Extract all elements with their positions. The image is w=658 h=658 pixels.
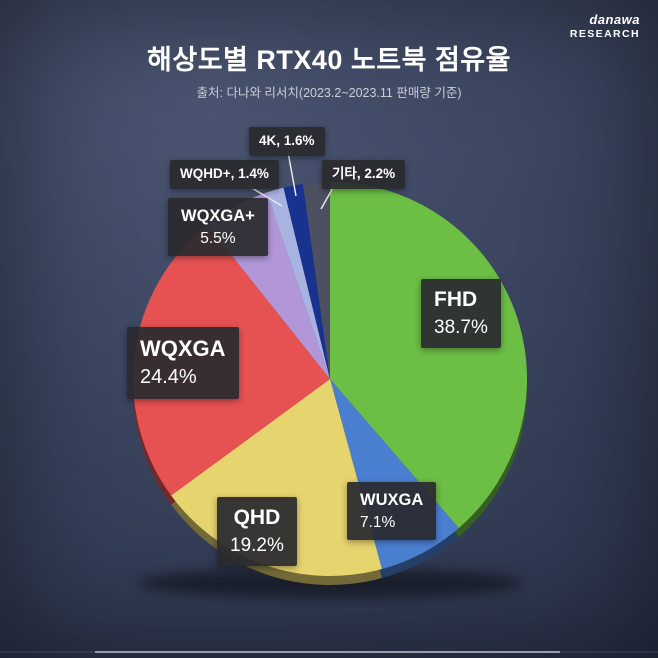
chart-source-note: 출처: 다나와 리서치(2023.2~2023.11 판매량 기준) bbox=[196, 86, 462, 100]
bottom-progress-line bbox=[95, 651, 560, 653]
label-qhd-name: QHD bbox=[233, 506, 281, 529]
pie-slice-wqhd-plus bbox=[266, 187, 330, 379]
label-wqxga-value: 24.4% bbox=[140, 366, 197, 389]
danawa-research-logo: danawa RESEARCH bbox=[569, 12, 640, 40]
callout-etc: 기타, 2.2% bbox=[322, 160, 406, 189]
logo-brand-text: danawa bbox=[589, 12, 640, 27]
label-qhd-value: 19.2% bbox=[230, 534, 284, 556]
label-wuxga: WUXGA 7.1% bbox=[347, 482, 437, 541]
label-wqxga: WQXGA 24.4% bbox=[127, 327, 239, 399]
pie-slice-fhd bbox=[330, 182, 527, 529]
label-wuxga-name: WUXGA bbox=[360, 491, 424, 509]
label-fhd-value: 38.7% bbox=[434, 316, 488, 338]
label-wqxga-plus-name: WQXGA+ bbox=[181, 207, 255, 225]
pie-slice-etc bbox=[302, 182, 330, 379]
label-qhd: QHD 19.2% bbox=[217, 497, 297, 567]
label-fhd-name: FHD bbox=[434, 288, 478, 311]
label-wqxga-name: WQXGA bbox=[140, 336, 226, 361]
chart-title: 해상도별 RTX40 노트북 점유율 bbox=[147, 45, 511, 75]
label-wqxga-plus: WQXGA+ 5.5% bbox=[168, 198, 268, 257]
leader-line-4k bbox=[287, 151, 297, 197]
callout-wqhd-plus: WQHD+, 1.4% bbox=[170, 160, 279, 189]
leader-line-etc bbox=[320, 185, 335, 210]
label-wqxga-plus-value: 5.5% bbox=[200, 229, 236, 247]
logo-sub-text: RESEARCH bbox=[569, 27, 640, 40]
label-fhd: FHD 38.7% bbox=[421, 279, 501, 349]
label-wuxga-value: 7.1% bbox=[360, 513, 396, 531]
pie-slice-4k bbox=[283, 183, 330, 379]
callout-4k: 4K, 1.6% bbox=[249, 127, 325, 156]
